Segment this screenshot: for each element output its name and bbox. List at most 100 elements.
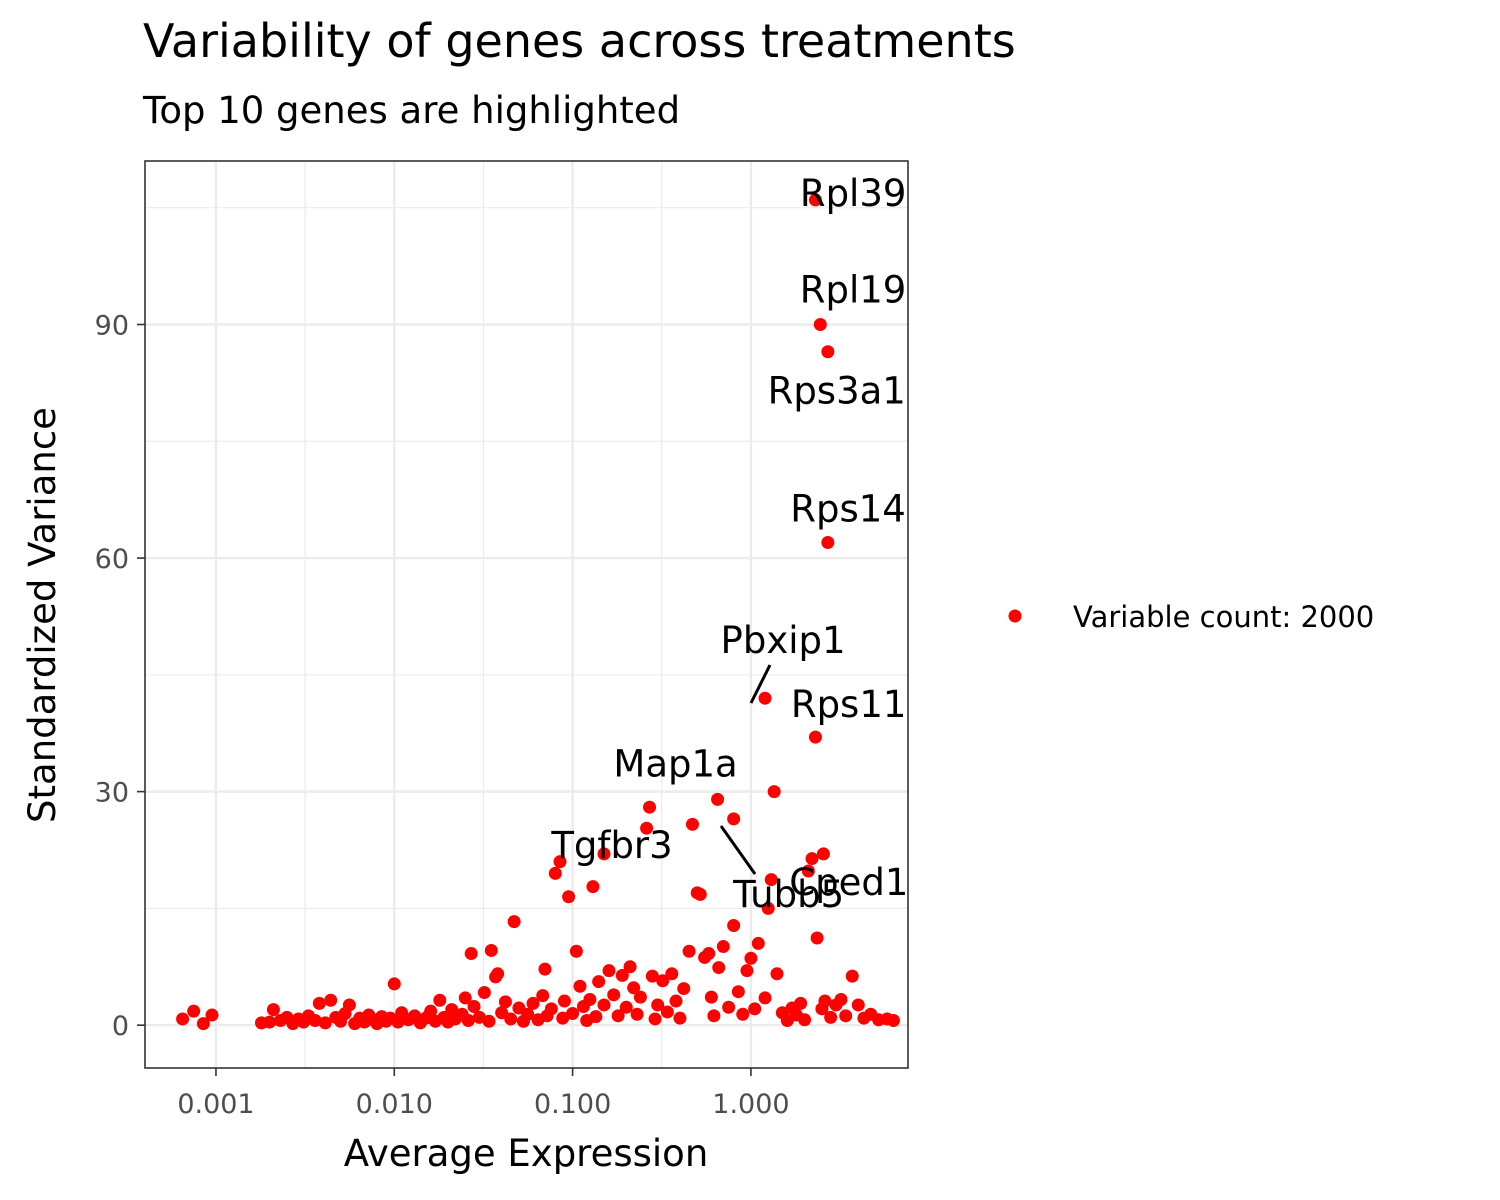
data-point: [504, 1012, 518, 1026]
data-point: [643, 800, 657, 814]
data-point: [748, 1002, 762, 1016]
data-point: [744, 951, 758, 965]
highlighted-data-point: [758, 691, 772, 705]
y-axis-ticks: 0 30 60 90: [95, 310, 145, 1042]
chart-title: Variability of genes across treatments: [143, 14, 1016, 68]
data-point: [544, 1002, 558, 1016]
data-point: [716, 940, 730, 954]
data-point: [498, 995, 512, 1009]
data-point: [834, 992, 848, 1006]
data-point: [569, 944, 583, 958]
gene-labels: Rpl39 Rpl19 Rps3a1 Rps14 Pbxip1 Rps11 Map1a Cpe…: [550, 172, 908, 916]
data-point: [677, 982, 691, 996]
data-point: [556, 1011, 570, 1025]
y-axis-title: Standardized Variance: [21, 407, 64, 823]
data-point: [461, 1014, 475, 1028]
data-point: [758, 991, 772, 1005]
data-point: [770, 967, 784, 981]
data-point: [607, 988, 621, 1002]
gene-label: Rps11: [791, 683, 907, 726]
gene-label: Tgfbr3: [550, 824, 672, 867]
data-point: [553, 855, 567, 869]
highlighted-data-point: [821, 345, 835, 359]
data-point: [566, 1007, 580, 1021]
data-point: [482, 1014, 496, 1028]
data-points: [176, 193, 900, 1031]
highlighted-data-point: [816, 847, 830, 861]
y-tick-label: 30: [95, 778, 129, 809]
data-point: [424, 1004, 438, 1018]
data-point: [548, 866, 562, 880]
data-point: [308, 1014, 322, 1028]
data-point: [712, 961, 726, 975]
data-point: [467, 999, 481, 1013]
data-point: [794, 996, 808, 1010]
x-tick-label: 0.100: [534, 1089, 611, 1120]
data-point: [627, 981, 641, 995]
data-point: [538, 962, 552, 976]
data-point: [651, 998, 665, 1012]
highlighted-data-point: [597, 847, 611, 861]
data-point: [839, 1009, 853, 1023]
data-point: [521, 1007, 535, 1021]
gene-label: Cped1: [789, 861, 908, 904]
data-point: [263, 1015, 277, 1029]
data-point: [707, 1009, 721, 1023]
data-point: [633, 990, 647, 1004]
data-point: [656, 974, 670, 988]
data-point: [205, 1008, 219, 1022]
data-point: [458, 991, 472, 1005]
data-point: [722, 1000, 736, 1014]
data-point: [266, 1003, 280, 1017]
data-point: [665, 967, 679, 981]
data-point: [318, 1016, 332, 1030]
data-point: [562, 890, 576, 904]
gene-label: Rps3a1: [768, 370, 906, 413]
x-axis-title: Average Expression: [344, 1132, 709, 1175]
data-point: [702, 947, 716, 961]
data-point: [673, 1011, 687, 1025]
data-point: [767, 785, 781, 799]
data-point: [196, 1017, 210, 1031]
data-point: [536, 989, 550, 1003]
x-tick-label: 0.010: [356, 1089, 433, 1120]
data-point: [640, 821, 654, 835]
data-point: [464, 947, 478, 961]
data-point: [727, 919, 741, 933]
data-point: [312, 996, 326, 1010]
y-tick-label: 60: [95, 544, 129, 575]
data-point: [685, 817, 699, 831]
data-point: [507, 915, 521, 929]
minor-gridlines: [145, 161, 908, 1068]
label-leader-line: [719, 825, 757, 875]
data-point: [589, 1010, 603, 1024]
highlighted-data-point: [808, 193, 822, 207]
data-point: [693, 887, 707, 901]
highlighted-data-point: [808, 730, 822, 744]
data-point: [682, 944, 696, 958]
data-point: [602, 964, 616, 978]
x-axis-ticks: 0.001 0.010 0.100 1.000: [177, 1068, 790, 1120]
x-tick-label: 0.001: [177, 1089, 254, 1120]
data-point: [433, 993, 447, 1007]
legend: Variable count: 2000: [1008, 600, 1374, 634]
gene-label: Rpl19: [800, 268, 907, 311]
data-point: [477, 985, 491, 999]
legend-point-key: [1008, 609, 1022, 623]
legend-label: Variable count: 2000: [1073, 600, 1374, 634]
data-point: [176, 1012, 190, 1026]
data-point: [764, 873, 778, 887]
data-point: [484, 943, 498, 957]
data-point: [740, 964, 754, 978]
x-tick-label: 1.000: [712, 1089, 789, 1120]
data-point: [495, 1006, 509, 1020]
data-point: [324, 993, 338, 1007]
data-point: [623, 960, 637, 974]
y-tick-label: 0: [112, 1011, 129, 1042]
data-point: [592, 975, 606, 989]
data-point: [761, 901, 775, 915]
data-point: [645, 969, 659, 983]
data-point: [805, 852, 819, 866]
data-point: [586, 880, 600, 894]
